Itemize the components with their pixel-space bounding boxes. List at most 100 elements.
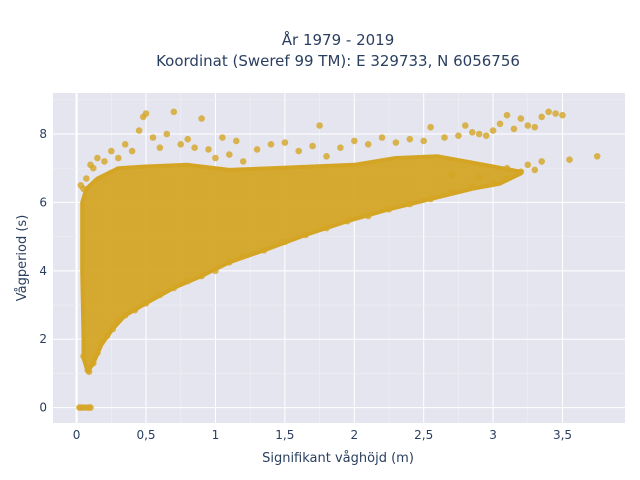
data-point <box>170 284 178 292</box>
data-point <box>156 144 164 151</box>
data-point <box>378 134 386 141</box>
data-point <box>427 195 434 203</box>
data-point <box>198 272 205 280</box>
data-point <box>503 111 511 119</box>
data-point <box>281 238 289 246</box>
data-point <box>351 137 358 145</box>
data-point <box>135 127 143 134</box>
x-tick-label: 0,5 <box>136 428 155 442</box>
y-tick-label: 4 <box>39 264 47 278</box>
data-point <box>109 325 116 333</box>
data-point <box>566 156 573 163</box>
data-point <box>545 108 552 116</box>
data-point <box>260 247 268 254</box>
data-point <box>87 404 94 411</box>
data-point <box>156 291 164 299</box>
data-point <box>441 134 448 141</box>
data-point <box>462 122 469 129</box>
data-point <box>85 368 93 376</box>
x-tick-label: 2,5 <box>414 428 433 442</box>
data-point <box>149 134 157 141</box>
data-point <box>455 132 462 139</box>
data-point <box>94 154 101 162</box>
data-point <box>524 161 532 169</box>
data-point <box>510 125 518 133</box>
data-point <box>101 158 108 165</box>
data-point <box>559 111 566 119</box>
data-point <box>344 217 351 225</box>
data-point <box>94 349 101 357</box>
data-point <box>552 110 559 117</box>
data-points <box>76 108 601 411</box>
data-point <box>90 164 97 172</box>
data-point <box>205 146 212 153</box>
x-tick-label: 3,5 <box>553 428 572 442</box>
data-point <box>517 115 525 122</box>
data-point <box>337 144 344 151</box>
data-point <box>103 332 111 340</box>
x-tick-label: 3 <box>489 428 497 442</box>
grid-lines <box>53 93 625 423</box>
data-point <box>448 171 455 179</box>
data-point <box>253 146 261 153</box>
data-point <box>469 129 476 136</box>
data-point <box>517 168 525 175</box>
data-point <box>184 277 191 285</box>
chart-title-line2: Koordinat (Sweref 99 TM): E 329733, N 60… <box>156 52 520 70</box>
data-point <box>121 312 129 319</box>
data-point <box>281 139 289 146</box>
y-axis-title: Vågperiod (s) <box>15 215 30 302</box>
data-point <box>406 135 414 143</box>
x-tick-label: 1,5 <box>275 428 294 442</box>
y-axis-ticks: 0 2 4 6 8 <box>39 127 47 415</box>
data-point <box>115 317 122 324</box>
data-point <box>198 115 205 122</box>
data-point <box>503 164 511 172</box>
x-tick-label: 1 <box>212 428 220 442</box>
x-tick-label: 2 <box>350 428 358 442</box>
data-point <box>309 142 316 150</box>
data-point <box>177 141 184 148</box>
data-point <box>496 120 504 128</box>
data-point <box>80 185 87 193</box>
data-point <box>128 147 136 155</box>
data-point <box>131 306 139 314</box>
data-point <box>163 130 171 138</box>
data-point <box>482 132 490 139</box>
data-point <box>538 113 545 121</box>
data-point <box>323 224 330 232</box>
data-point <box>323 153 330 160</box>
data-point <box>316 122 323 129</box>
data-point <box>80 353 87 360</box>
data-point <box>83 175 90 182</box>
data-point <box>90 359 97 367</box>
x-axis-title: Signifikant våghöjd (m) <box>262 451 414 466</box>
data-point <box>385 206 393 213</box>
data-point <box>427 123 434 131</box>
data-point <box>212 154 219 162</box>
x-axis-ticks: 0 0,5 1 1,5 2 2,5 3 3,5 <box>73 428 572 442</box>
chart-title-line1: År 1979 - 2019 <box>282 30 395 49</box>
data-point <box>115 154 122 162</box>
y-tick-label: 2 <box>39 332 47 346</box>
data-point <box>448 188 455 196</box>
data-point <box>267 141 275 148</box>
data-point <box>531 166 539 174</box>
data-point <box>170 108 178 116</box>
y-tick-label: 0 <box>39 401 47 415</box>
x-tick-label: 0 <box>73 428 81 442</box>
data-point <box>226 151 233 158</box>
data-point <box>475 173 483 181</box>
data-point <box>524 122 532 129</box>
data-point <box>191 144 198 151</box>
data-point <box>98 339 105 346</box>
data-point <box>364 141 372 148</box>
data-point <box>503 175 511 182</box>
y-tick-label: 8 <box>39 127 47 141</box>
data-point <box>593 153 601 160</box>
data-point <box>295 147 303 155</box>
data-point <box>184 135 191 143</box>
data-point <box>212 267 219 275</box>
data-point <box>364 212 372 220</box>
